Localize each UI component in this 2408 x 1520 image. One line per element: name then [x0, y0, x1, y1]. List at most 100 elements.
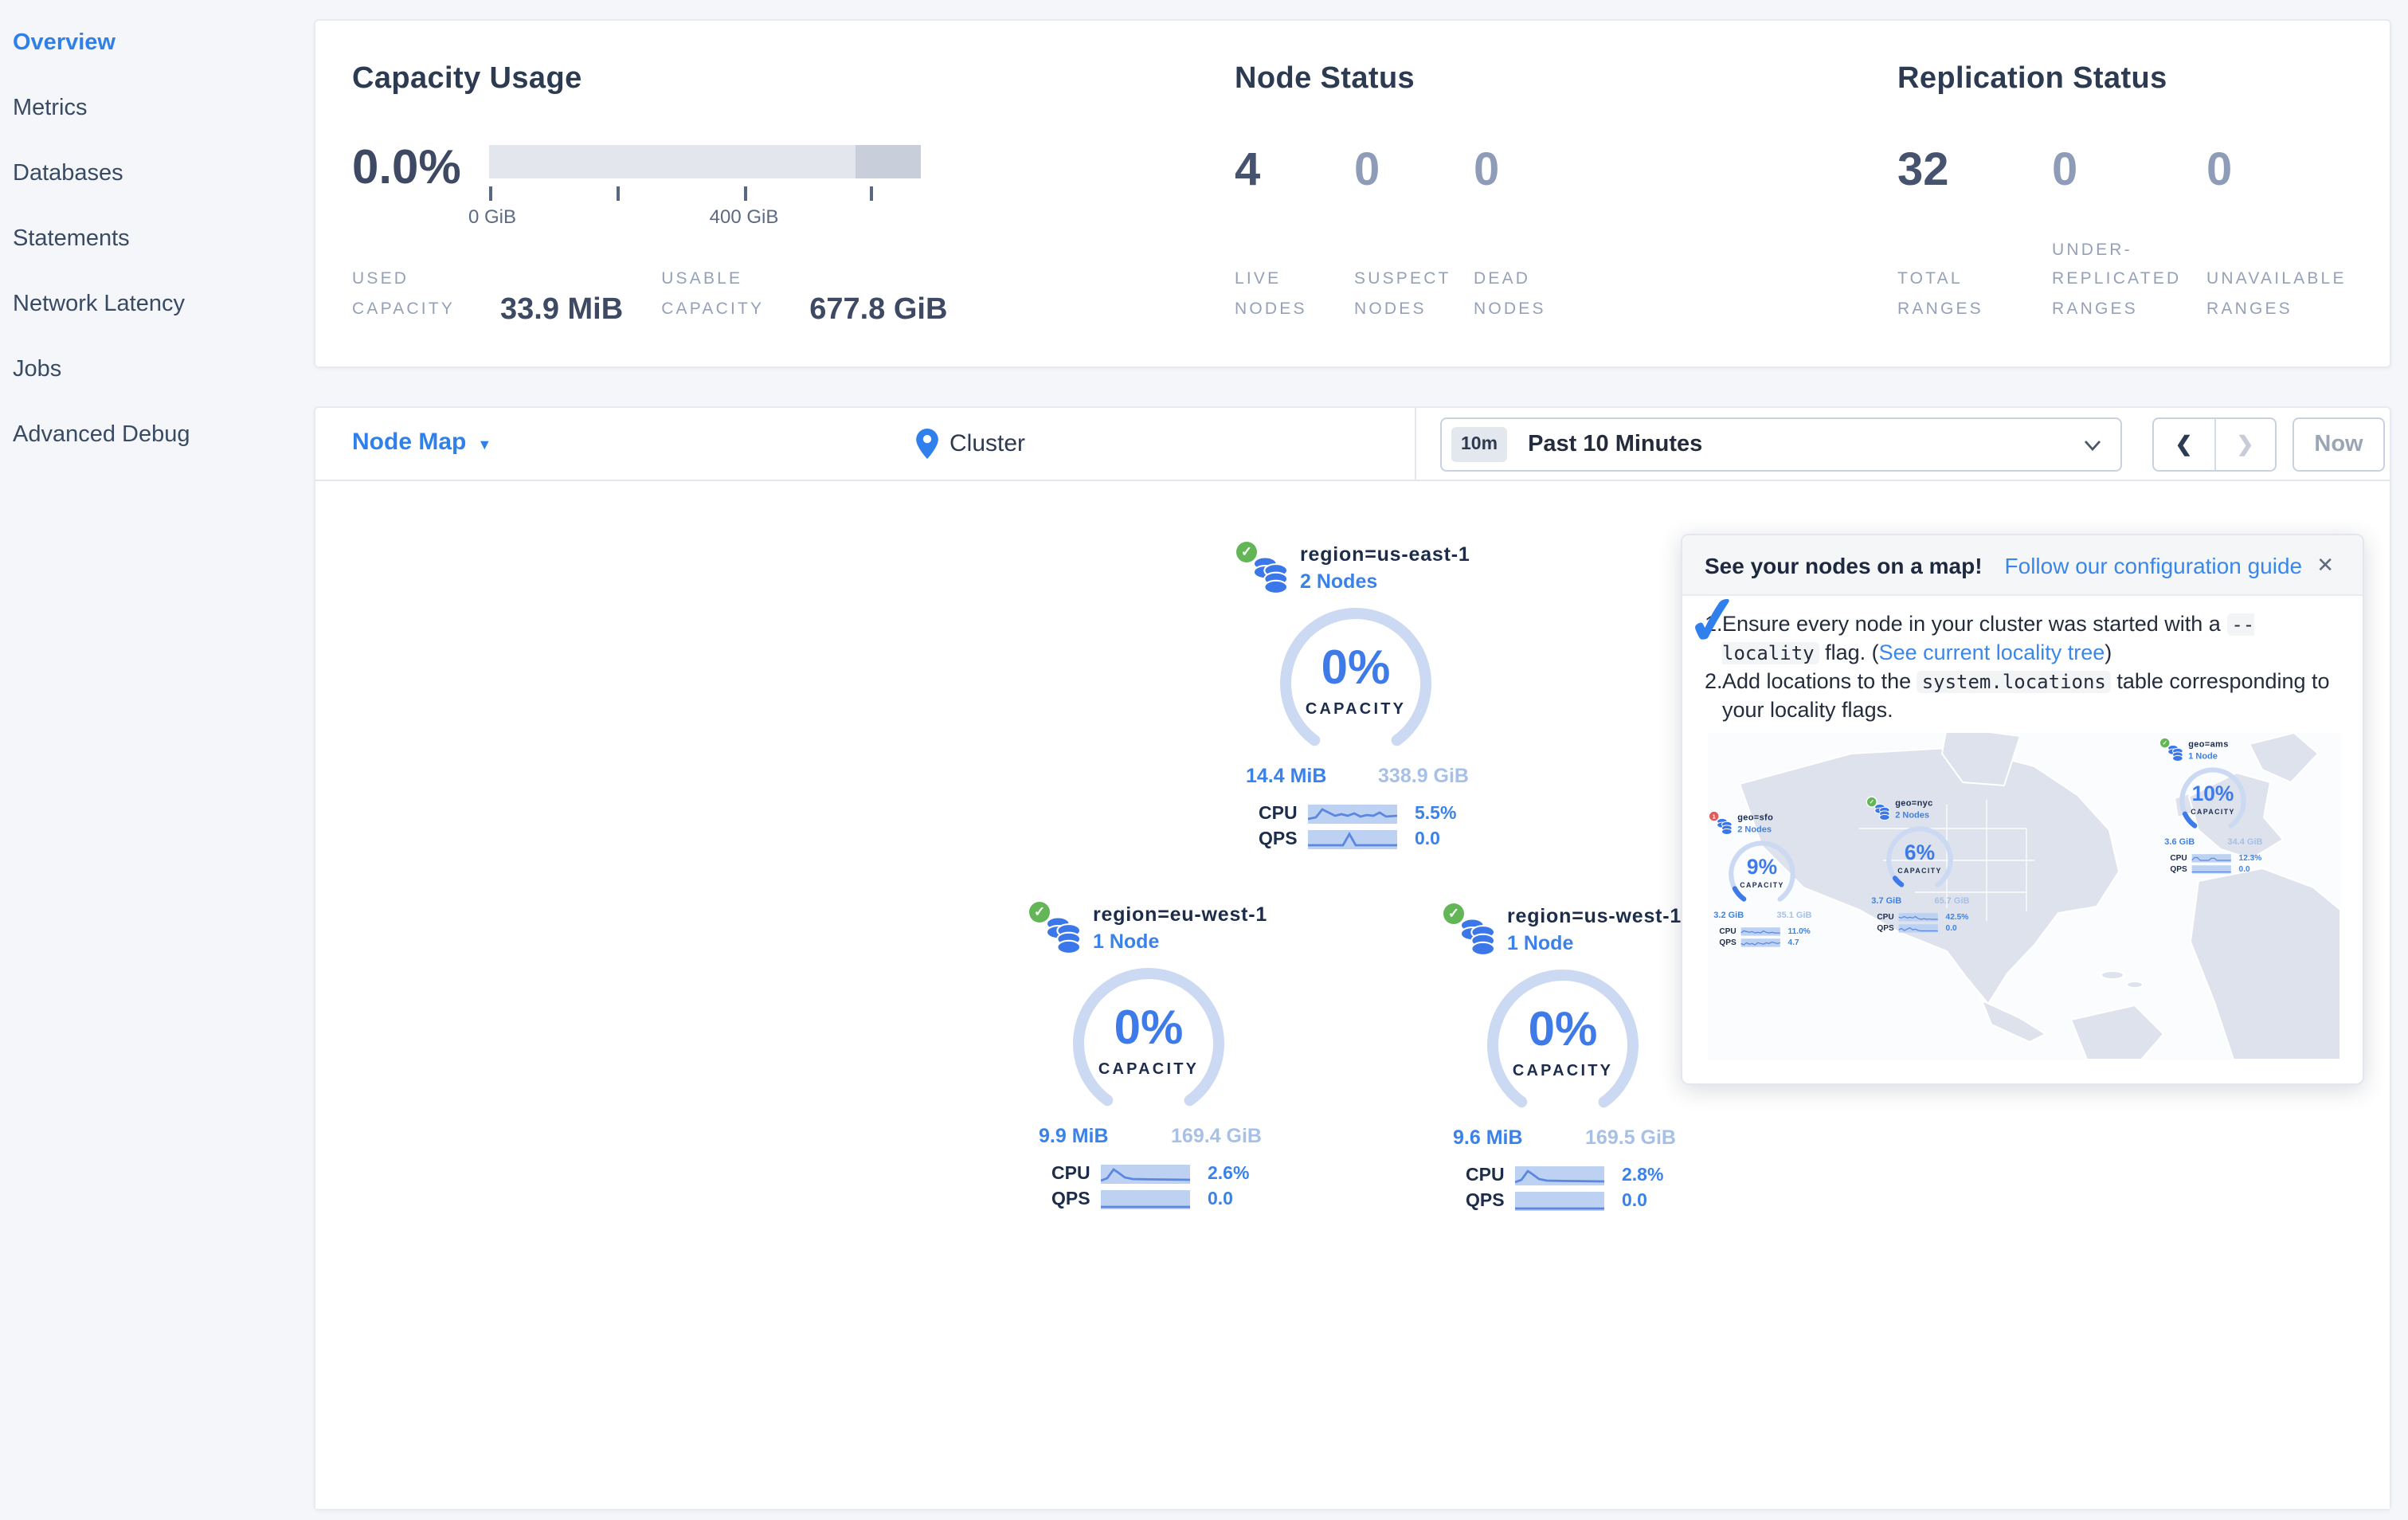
- replication-status-section: Replication Status 32 0 0 TOTAL RANGES U…: [1897, 21, 2383, 366]
- region-nodes-link[interactable]: 2 Nodes: [1300, 570, 1378, 593]
- sidebar-item-advanced-debug[interactable]: Advanced Debug: [13, 421, 190, 447]
- geo-node-ams[interactable]: ✓ geo=ams 1 Node: [2160, 738, 2265, 874]
- capacity-percent: 0%: [1528, 1004, 1598, 1056]
- region-card-eu-west-1[interactable]: ✓ region=eu-west-1 1 Node: [1029, 900, 1268, 1209]
- capacity-usage-section: Capacity Usage 0.0% 0 GiB 400 GiB USED C…: [352, 21, 1196, 366]
- cpu-sparkline: [1515, 1165, 1604, 1185]
- total-capacity: 35.1 GiB: [1776, 910, 1812, 920]
- capacity-usage-title: Capacity Usage: [352, 62, 582, 96]
- used-capacity-value: 33.9 MiB: [500, 293, 624, 327]
- axis-tick-label: 400 GiB: [709, 206, 779, 228]
- qps-sparkline: [1898, 923, 1938, 933]
- status-ok-icon: ✓: [1236, 542, 1257, 562]
- popup-header: See your nodes on a map! Follow our conf…: [1682, 535, 2363, 596]
- total-capacity: 338.9 GiB: [1378, 765, 1469, 787]
- node-status-values: 4 0 0: [1235, 145, 1593, 196]
- database-icon: [1252, 556, 1289, 594]
- geo-node-name: geo=nyc: [1895, 797, 1933, 809]
- node-map-toolbar: Node Map ▼ Cluster 10m Past 10 Minutes ❮: [315, 408, 2390, 481]
- axis-tick-label: 0 GiB: [468, 206, 517, 228]
- qps-sparkline: [1308, 829, 1397, 848]
- cpu-metric-row: CPU 42.5%: [1877, 912, 1972, 922]
- qps-value: 0.0: [1208, 1189, 1233, 1209]
- qps-metric-row: QPS 0.0: [1259, 829, 1475, 849]
- geo-node-nyc[interactable]: ✓ geo=nyc 2 Nodes: [1867, 797, 1972, 933]
- total-capacity: 169.5 GiB: [1585, 1126, 1676, 1149]
- qps-label: QPS: [1051, 1189, 1090, 1209]
- region-name: region=us-east-1: [1300, 543, 1470, 566]
- sidebar-item-metrics[interactable]: Metrics: [13, 95, 88, 120]
- close-icon[interactable]: ✕: [2316, 552, 2334, 576]
- capacity-caption: CAPACITY: [1740, 881, 1784, 890]
- cpu-label: CPU: [1466, 1165, 1505, 1185]
- node-map-panel: Node Map ▼ Cluster 10m Past 10 Minutes ❮: [314, 406, 2391, 1510]
- example-node-map: 1 geo=sfo 2 Nodes: [1708, 733, 2340, 1060]
- dead-nodes-label: DEAD NODES: [1474, 269, 1546, 319]
- region-card-header: ✓ region=us-east-1 2 Nodes: [1236, 540, 1475, 601]
- geo-node-link[interactable]: 2 Nodes: [1737, 824, 1772, 835]
- geo-node-header: 1 geo=sfo 2 Nodes: [1709, 811, 1815, 837]
- capacity-caption: CAPACITY: [1897, 867, 1942, 876]
- time-range-selector[interactable]: 10m Past 10 Minutes: [1440, 417, 2122, 472]
- qps-value: 4.7: [1787, 938, 1799, 947]
- geo-node-header: ✓ geo=nyc 2 Nodes: [1867, 797, 1972, 823]
- locality-tree-link[interactable]: See current locality tree: [1878, 641, 2105, 664]
- qps-metric-row: QPS 0.0: [1466, 1190, 1682, 1211]
- sidebar-item-databases[interactable]: Databases: [13, 160, 123, 186]
- cpu-label: CPU: [1259, 804, 1298, 823]
- geo-node-sfo[interactable]: 1 geo=sfo 2 Nodes: [1709, 811, 1815, 947]
- axis-tick: [870, 186, 872, 201]
- qps-value: 0.0: [1622, 1191, 1647, 1210]
- qps-label: QPS: [1877, 923, 1894, 933]
- cpu-value: 2.8%: [1622, 1165, 1664, 1185]
- capacity-arc-gauge: 0% CAPACITY 9.6 MiB 169.5 GiB: [1443, 966, 1682, 1160]
- capacity-caption: CAPACITY: [1305, 701, 1407, 719]
- step-text: Ensure every node in your cluster was st…: [1722, 612, 2227, 636]
- qps-label: QPS: [2170, 864, 2187, 874]
- view-selector-dropdown[interactable]: Node Map ▼: [352, 429, 491, 456]
- unavailable-count: 0: [2206, 145, 2233, 196]
- capacity-percent: 6%: [1904, 841, 1936, 865]
- chevron-down-icon: ▼: [477, 436, 492, 452]
- dead-nodes-count: 0: [1474, 145, 1500, 196]
- axis-tick: [744, 186, 746, 201]
- sidebar-item-overview[interactable]: Overview: [13, 29, 116, 55]
- sidebar-item-statements[interactable]: Statements: [13, 225, 130, 251]
- configuration-guide-link[interactable]: Follow our configuration guide: [2004, 552, 2303, 578]
- checklist-step-1: 1. Ensure every node in your cluster was…: [1705, 610, 2340, 668]
- region-nodes-link[interactable]: 1 Node: [1507, 932, 1574, 954]
- map-pin-icon: [916, 429, 938, 459]
- breadcrumb-label: Cluster: [949, 430, 1026, 457]
- axis-tick: [617, 186, 619, 201]
- qps-label: QPS: [1466, 1191, 1505, 1210]
- step-text: ): [2105, 641, 2112, 664]
- region-card-us-west-1[interactable]: ✓ region=us-west-1 1 Node: [1443, 902, 1682, 1211]
- region-nodes-link[interactable]: 1 Node: [1093, 930, 1160, 953]
- qps-metric-row: QPS 4.7: [1719, 938, 1815, 947]
- cpu-label: CPU: [2170, 853, 2187, 863]
- qps-value: 0.0: [1415, 829, 1440, 848]
- region-card-header: ✓ region=eu-west-1 1 Node: [1029, 900, 1268, 961]
- step-text: Add locations to the: [1722, 669, 1917, 693]
- step-number: 2.: [1705, 669, 1723, 693]
- cpu-metric-row: CPU 2.8%: [1466, 1165, 1682, 1185]
- geo-node-link[interactable]: 1 Node: [2188, 750, 2218, 762]
- qps-metric-row: QPS 0.0: [2170, 864, 2265, 874]
- replication-status-title: Replication Status: [1897, 62, 2167, 96]
- database-icon: [1717, 817, 1733, 835]
- time-next-button[interactable]: ❯: [2236, 432, 2254, 456]
- now-button[interactable]: Now: [2292, 417, 2385, 472]
- capacity-arc-gauge: 0% CAPACITY 14.4 MiB 338.9 GiB: [1236, 604, 1475, 798]
- sidebar-item-jobs[interactable]: Jobs: [13, 356, 62, 382]
- region-card-us-east-1[interactable]: ✓ region=us-east-1 2 Nodes: [1236, 540, 1475, 849]
- sidebar-item-network-latency[interactable]: Network Latency: [13, 291, 185, 316]
- time-prev-button[interactable]: ❮: [2175, 432, 2193, 456]
- cpu-metric-row: CPU 5.5%: [1259, 803, 1475, 824]
- database-icon: [2167, 744, 2183, 762]
- geo-node-link[interactable]: 2 Nodes: [1895, 809, 1930, 821]
- capacity-gauge: 0.0% 0 GiB 400 GiB: [352, 142, 921, 228]
- used-capacity: 3.2 GiB: [1713, 910, 1744, 920]
- breadcrumb[interactable]: Cluster: [916, 429, 1025, 459]
- total-ranges-label: TOTAL RANGES: [1897, 269, 1983, 319]
